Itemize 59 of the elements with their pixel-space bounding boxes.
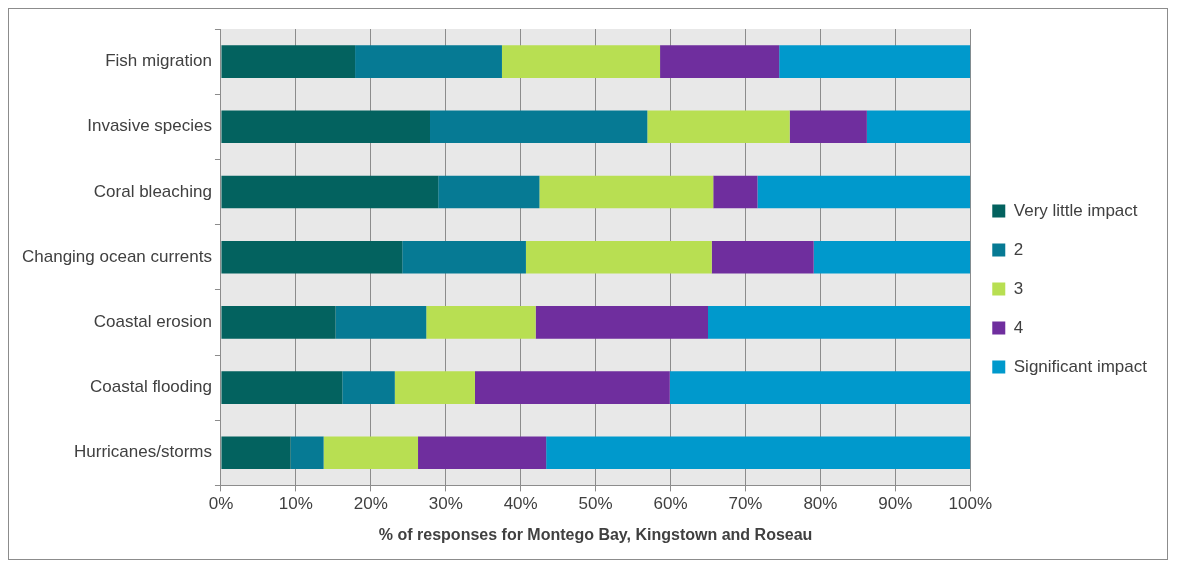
bar [335,306,427,339]
bar [355,45,502,78]
y-tick-label: Coastal flooding [90,377,212,397]
x-tick-label: 0% [208,494,234,514]
y-tick-label: Coastal erosion [93,312,212,332]
bar [402,240,526,274]
bar [221,436,291,470]
y-tick-label: Changing ocean currents [21,246,212,266]
y-tick-label: Hurricanes/storms [74,442,212,462]
x-tick-label: 100% [948,494,993,514]
x-tick-label: 50% [578,494,613,514]
bar [221,371,343,404]
y-tick-label: Coral bleaching [93,181,212,201]
bar [221,45,356,78]
legend-label: Very little impact [1013,200,1138,220]
x-tick-label: 20% [353,494,388,514]
bar [866,110,971,144]
bar [647,110,790,144]
x-tick-label: 90% [878,494,913,514]
x-tick-label: 70% [728,494,763,514]
bar [660,45,780,78]
x-tick-label: 10% [278,494,313,514]
bar [713,175,758,209]
bar [438,175,540,209]
x-tick-label: 40% [503,494,538,514]
bar [221,175,439,209]
bar [221,306,336,339]
bar [418,436,547,470]
bar [789,110,867,144]
bar [757,175,971,209]
bar [708,306,971,339]
bar [394,371,475,404]
bar [290,436,324,470]
bar [221,240,403,274]
bar [779,45,971,78]
bar [501,45,661,78]
bar [430,110,648,144]
x-axis-title: % of responses for Montego Bay, Kingstown and Roseau [378,525,813,543]
bar [323,436,419,470]
bar [221,110,431,144]
x-tick-label: 30% [428,494,463,514]
x-tick-label: 60% [653,494,688,514]
bar [669,371,971,404]
bar [711,240,814,274]
y-tick-label: Invasive species [87,116,212,136]
x-tick-label: 80% [803,494,838,514]
bar [813,240,971,274]
legend-label: 4 [1013,317,1024,337]
bar [539,175,714,209]
legend-label: 2 [1013,239,1024,259]
legend-label: 3 [1013,278,1024,298]
bar [546,436,971,470]
legend-label: Significant impact [1013,356,1148,376]
bar [474,371,670,404]
bar [525,240,712,274]
bar [342,371,395,404]
y-tick-label: Fish migration [105,51,212,71]
bar [426,306,536,339]
bar [535,306,709,339]
